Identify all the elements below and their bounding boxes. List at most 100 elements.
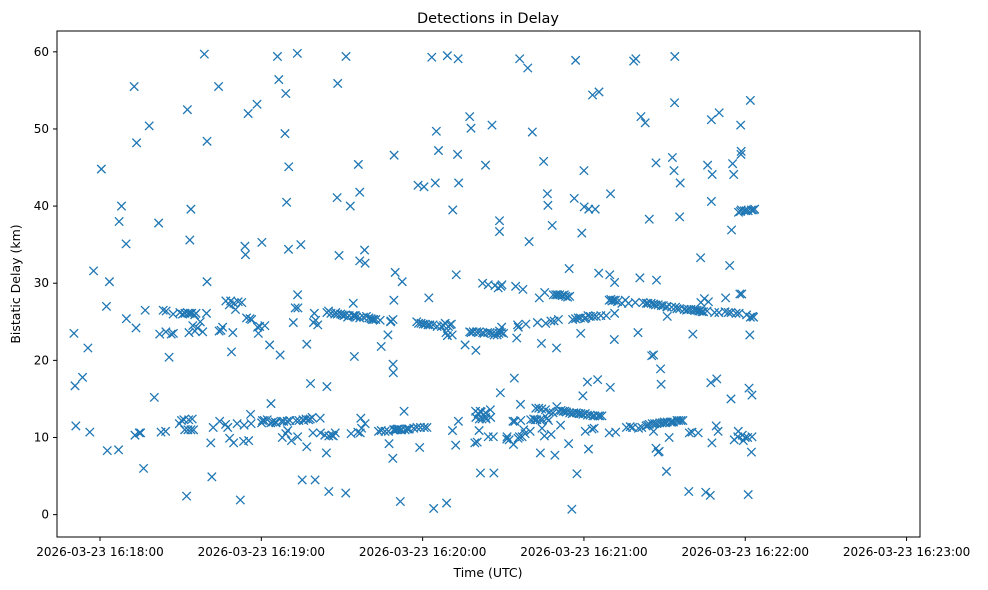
- data-point: [192, 323, 203, 333]
- data-point: [537, 423, 547, 433]
- data-point: [488, 432, 498, 442]
- y-tick-label: 20: [34, 353, 49, 367]
- data-point: [131, 323, 141, 333]
- data-point: [723, 307, 733, 318]
- data-point: [678, 415, 688, 426]
- data-point: [489, 468, 499, 478]
- data-point: [662, 311, 672, 322]
- data-point: [160, 426, 171, 436]
- data-point: [198, 327, 208, 337]
- data-point: [271, 418, 281, 428]
- data-point: [487, 120, 497, 130]
- data-point: [191, 308, 201, 318]
- x-axis: 2026-03-23 16:18:00 2026-03-23 16:19:00 20…: [36, 537, 970, 559]
- data-point: [497, 280, 507, 290]
- x-tick-label: 2026-03-23 16:18:00: [36, 545, 163, 559]
- data-point: [324, 431, 334, 441]
- data-point: [223, 422, 233, 433]
- data-point: [695, 253, 706, 263]
- data-point: [244, 435, 254, 446]
- data-point: [577, 228, 587, 238]
- data-point: [140, 305, 150, 315]
- data-point: [693, 428, 703, 438]
- data-point: [182, 105, 193, 115]
- data-point: [70, 381, 80, 391]
- data-point: [674, 415, 684, 426]
- data-point: [292, 432, 303, 442]
- data-point: [199, 49, 209, 59]
- data-point: [474, 425, 484, 436]
- data-point: [514, 432, 525, 442]
- data-point: [494, 226, 505, 237]
- data-point: [510, 281, 521, 291]
- data-point: [520, 428, 530, 439]
- data-point: [705, 490, 715, 501]
- data-point: [605, 382, 615, 393]
- data-point: [424, 293, 434, 303]
- data-point: [297, 475, 307, 485]
- data-point: [367, 314, 378, 325]
- data-point: [430, 178, 440, 188]
- data-point: [453, 178, 464, 188]
- data-point: [245, 409, 256, 420]
- data-point: [546, 316, 556, 326]
- data-point: [654, 446, 664, 457]
- data-point: [266, 398, 276, 409]
- data-point: [399, 406, 409, 416]
- data-point: [633, 423, 644, 433]
- data-point: [589, 423, 599, 433]
- data-point: [88, 266, 99, 276]
- data-point: [388, 368, 398, 378]
- data-point: [508, 416, 518, 426]
- data-point: [286, 435, 297, 446]
- data-point: [353, 159, 364, 170]
- data-point: [397, 277, 407, 287]
- data-point: [296, 240, 306, 250]
- data-point: [355, 187, 365, 197]
- data-point: [595, 411, 605, 421]
- data-point: [425, 320, 435, 330]
- data-point: [648, 426, 659, 436]
- data-point: [527, 127, 537, 137]
- data-point: [307, 412, 317, 423]
- data-point: [548, 408, 558, 418]
- data-point: [583, 444, 594, 454]
- data-point: [333, 78, 343, 89]
- data-point: [144, 121, 154, 131]
- data-point: [228, 438, 239, 448]
- data-point: [241, 313, 252, 323]
- data-point: [664, 432, 674, 443]
- data-point: [630, 297, 640, 308]
- data-point: [537, 404, 547, 414]
- data-point: [736, 120, 746, 130]
- data-point: [460, 340, 470, 350]
- data-point: [322, 381, 332, 392]
- data-point: [550, 450, 560, 460]
- data-point: [555, 290, 565, 300]
- data-point: [283, 425, 293, 436]
- data-point: [494, 216, 505, 226]
- data-point: [310, 475, 320, 485]
- data-point: [356, 423, 367, 433]
- data-point: [274, 74, 284, 85]
- data-point: [252, 99, 262, 109]
- data-point: [187, 414, 197, 424]
- data-point: [447, 425, 458, 436]
- data-point: [246, 314, 257, 325]
- data-point: [264, 340, 275, 350]
- data-point: [233, 297, 243, 307]
- data-point: [636, 111, 646, 122]
- data-point: [542, 189, 553, 199]
- plot-frame: [56, 30, 921, 538]
- data-point: [666, 302, 677, 312]
- data-point: [656, 379, 666, 389]
- data-point: [564, 263, 574, 274]
- data-point: [675, 178, 685, 188]
- data-point: [747, 432, 757, 442]
- data-point: [389, 150, 399, 160]
- data-point: [720, 293, 731, 303]
- data-point: [149, 392, 159, 403]
- data-point: [334, 250, 344, 261]
- data-point: [153, 218, 164, 228]
- data-point: [605, 189, 616, 199]
